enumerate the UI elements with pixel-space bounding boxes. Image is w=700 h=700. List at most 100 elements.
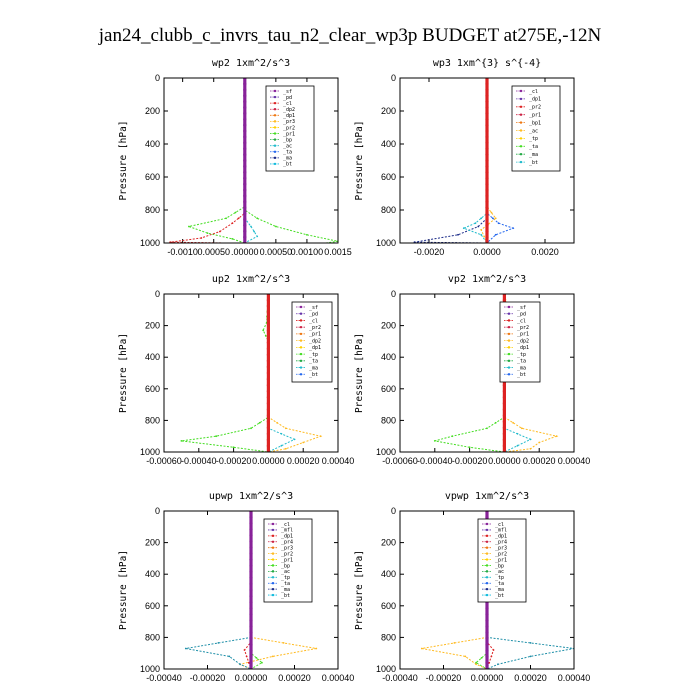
legend-marker <box>271 582 275 585</box>
legend-marker <box>271 587 275 591</box>
data-point <box>266 365 270 369</box>
data-point <box>485 135 489 139</box>
y-tick-label: 0 <box>391 506 396 516</box>
legend-marker <box>273 95 277 99</box>
data-point <box>249 558 253 562</box>
data-point <box>243 235 247 239</box>
y-tick-label: 1000 <box>140 238 160 248</box>
series-line-cl <box>170 78 246 243</box>
data-point <box>266 359 270 363</box>
data-point <box>477 225 480 228</box>
data-point <box>249 637 253 641</box>
data-point <box>520 427 523 430</box>
legend-label: _dp1 <box>281 534 293 540</box>
data-point <box>255 657 258 659</box>
x-tick-label: -0.00020 <box>452 456 488 466</box>
series-line-pr1 <box>181 294 269 452</box>
series-group <box>180 294 323 452</box>
y-tick-label: 1000 <box>376 664 396 674</box>
legend-label: _bt <box>517 372 526 378</box>
legend-box <box>265 85 315 172</box>
legend-marker <box>299 346 303 349</box>
legend-label: _pr1 <box>495 557 507 563</box>
y-axis-label: Pressure [hPa] <box>118 333 129 413</box>
series-line-tp <box>486 78 515 243</box>
data-point <box>497 222 500 225</box>
legend-label: _tp <box>517 352 526 358</box>
y-tick-label: 200 <box>381 106 396 116</box>
data-point <box>249 515 253 519</box>
x-tick-label: 0.00000 <box>235 673 268 683</box>
data-point <box>485 229 489 233</box>
legend-marker <box>519 121 523 124</box>
legend-label: _dp2 <box>517 338 529 344</box>
data-point <box>319 435 322 438</box>
data-point <box>485 105 489 110</box>
legend-marker <box>271 570 275 573</box>
y-tick-label: 1000 <box>376 238 396 248</box>
legend-label: _cl <box>529 89 538 95</box>
x-tick-label: 0.00000 <box>488 456 521 466</box>
legend-label: _ta <box>495 581 504 587</box>
data-point <box>243 200 247 204</box>
legend-label: _dp1 <box>495 534 507 540</box>
data-point <box>258 421 261 424</box>
legend-label: _ma <box>495 587 504 593</box>
data-point <box>249 618 253 623</box>
panels: wp2 1xm^2/s^3 Pressure [hPa] 0 200 400 600 800… <box>118 58 590 683</box>
x-tick-label: -0.00040 <box>181 456 217 466</box>
data-point <box>266 377 270 381</box>
data-point <box>247 661 250 664</box>
legend-marker <box>273 156 277 160</box>
x-tick-label: 0.00040 <box>322 673 355 683</box>
legend-label: _cl <box>283 101 292 107</box>
legend-label: _cl <box>495 522 504 528</box>
data-point <box>494 421 497 424</box>
legend-label: _tp <box>281 575 290 581</box>
data-point <box>243 153 247 157</box>
data-point <box>502 432 506 436</box>
legend-label: _bp1 <box>529 120 541 126</box>
legend-marker <box>299 305 303 309</box>
y-axis-label: Pressure [hPa] <box>354 333 365 413</box>
data-point <box>249 533 253 537</box>
data-point <box>231 222 234 225</box>
data-point <box>485 661 489 665</box>
data-point <box>474 222 477 225</box>
plot-frame <box>163 77 339 244</box>
legend-label: _ma <box>517 365 526 371</box>
data-point <box>249 582 253 586</box>
data-point <box>266 395 270 399</box>
legend-marker <box>299 352 303 356</box>
legend-marker <box>485 576 489 579</box>
legend-label: _dp2 <box>283 107 295 113</box>
y-tick-label: 1000 <box>376 447 396 457</box>
data-point <box>243 123 247 127</box>
data-point <box>485 618 489 623</box>
legend-label: _ac <box>281 569 290 575</box>
panel-6: vpwp 1xm^2/s^3 Pressure [hPa] 0 200 400 600 80… <box>354 491 590 683</box>
series-line-pr1 <box>187 78 246 243</box>
data-point <box>453 642 456 644</box>
data-point <box>502 420 506 424</box>
data-point <box>243 141 247 145</box>
legend-label: _ac <box>283 143 292 149</box>
data-point <box>485 123 489 127</box>
data-point <box>490 211 493 214</box>
data-point <box>280 432 283 435</box>
data-point <box>249 612 253 616</box>
data-point <box>243 88 247 92</box>
data-point <box>485 188 489 192</box>
panel-1: wp2 1xm^2/s^3 Pressure [hPa] 0 200 400 600 800… <box>118 58 352 257</box>
legend-label: _bp <box>495 563 504 569</box>
data-point <box>217 642 220 644</box>
data-point <box>243 100 247 104</box>
legend-marker <box>519 89 523 93</box>
data-point <box>243 129 247 133</box>
x-tick-label: -0.00040 <box>146 673 182 683</box>
legend-marker <box>273 132 277 135</box>
x-tick-label: 0.00100 <box>291 247 324 257</box>
legend-label: _ta <box>309 359 318 365</box>
data-point <box>485 147 489 151</box>
data-point <box>266 304 270 308</box>
